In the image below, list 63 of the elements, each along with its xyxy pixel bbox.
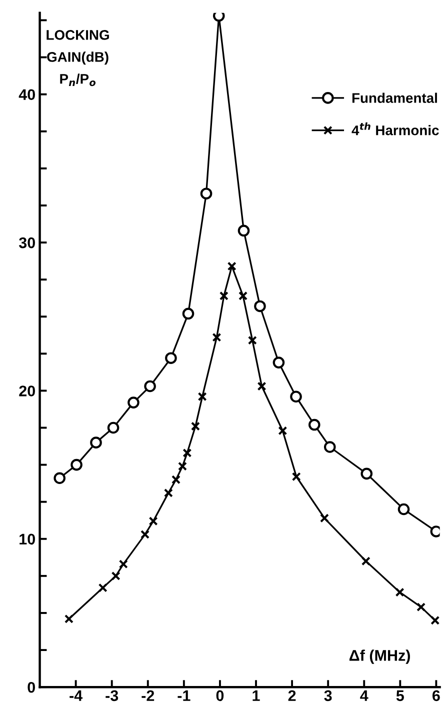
- point: [178, 462, 188, 471]
- x-tick-label: -1: [178, 690, 190, 701]
- point: [227, 262, 236, 271]
- point: [144, 380, 156, 392]
- point: [212, 332, 222, 342]
- point: [324, 441, 336, 453]
- x-tick-label: -4: [70, 690, 83, 701]
- point: [182, 308, 194, 320]
- y-tick-label: 20: [19, 386, 35, 396]
- point: [290, 390, 302, 403]
- point: [254, 300, 266, 312]
- point: [212, 12, 225, 22]
- point: [165, 352, 177, 364]
- point: [148, 516, 158, 526]
- point: [200, 188, 212, 200]
- point: [248, 336, 257, 345]
- x-tick-label: 6: [432, 690, 440, 702]
- x-tick-label: 5: [396, 690, 404, 702]
- point: [278, 426, 288, 436]
- point: [70, 458, 82, 471]
- point: [198, 392, 207, 402]
- point: [361, 556, 370, 566]
- point: [292, 472, 301, 482]
- x-tick-label: 0: [216, 690, 224, 702]
- point: [118, 560, 128, 569]
- point: [54, 472, 66, 484]
- point: [171, 475, 181, 484]
- point: [164, 488, 173, 498]
- point: [238, 224, 250, 237]
- x-tick-label: 3: [324, 690, 332, 702]
- point: [182, 448, 192, 458]
- y-tick-label: 0: [28, 682, 35, 693]
- point: [140, 530, 150, 539]
- x-tick-label: 2: [288, 690, 296, 701]
- point: [111, 571, 120, 580]
- point: [398, 503, 410, 516]
- point: [320, 514, 329, 523]
- point: [360, 468, 373, 480]
- legend-label: Fundamental: [352, 92, 437, 103]
- point: [395, 588, 404, 597]
- x-tick-label: 4: [360, 690, 368, 701]
- point: [128, 396, 140, 408]
- point: [272, 356, 285, 368]
- point: [98, 583, 108, 592]
- legend-label: 4$^{th}$ Harmonic: [352, 122, 439, 136]
- point: [238, 291, 248, 300]
- y-tick-label: 10: [20, 534, 35, 545]
- y-axis-title: LOCKING GAIN(dB) P$_{n}$/P$_{o}$: [46, 30, 109, 86]
- point: [430, 616, 440, 625]
- point: [107, 422, 120, 434]
- y-tick-label: 30: [18, 237, 35, 248]
- point: [416, 602, 426, 612]
- x-tick-label: 1: [252, 690, 260, 701]
- point: [64, 614, 74, 624]
- point: [90, 436, 102, 448]
- x-axis-title: Δf (MHz): [349, 650, 410, 664]
- y-tick-label: 40: [18, 89, 35, 100]
- point: [190, 422, 200, 431]
- x-tick-label: -3: [106, 690, 118, 702]
- point: [308, 418, 320, 431]
- point: [257, 382, 266, 391]
- point: [219, 291, 228, 300]
- x-tick-label: -2: [142, 690, 154, 701]
